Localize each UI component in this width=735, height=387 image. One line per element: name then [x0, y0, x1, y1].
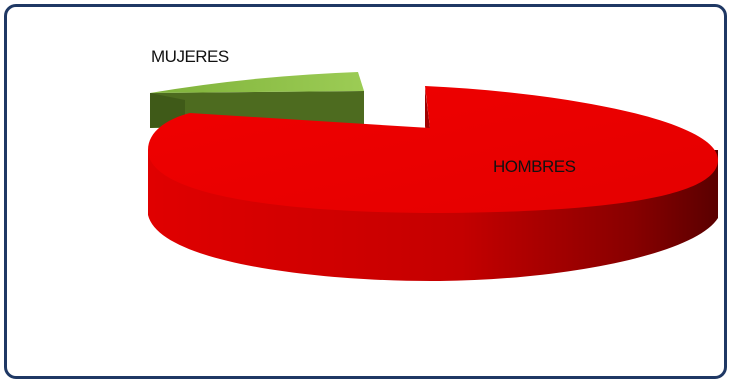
- pie-slice-mujeres-top: [150, 72, 364, 93]
- slice-label-hombres: HOMBRES: [493, 157, 576, 176]
- pie-slice-hombres: [148, 86, 718, 282]
- pie-slice-hombres-top: [148, 86, 718, 213]
- slice-label-mujeres: MUJERES: [151, 47, 229, 66]
